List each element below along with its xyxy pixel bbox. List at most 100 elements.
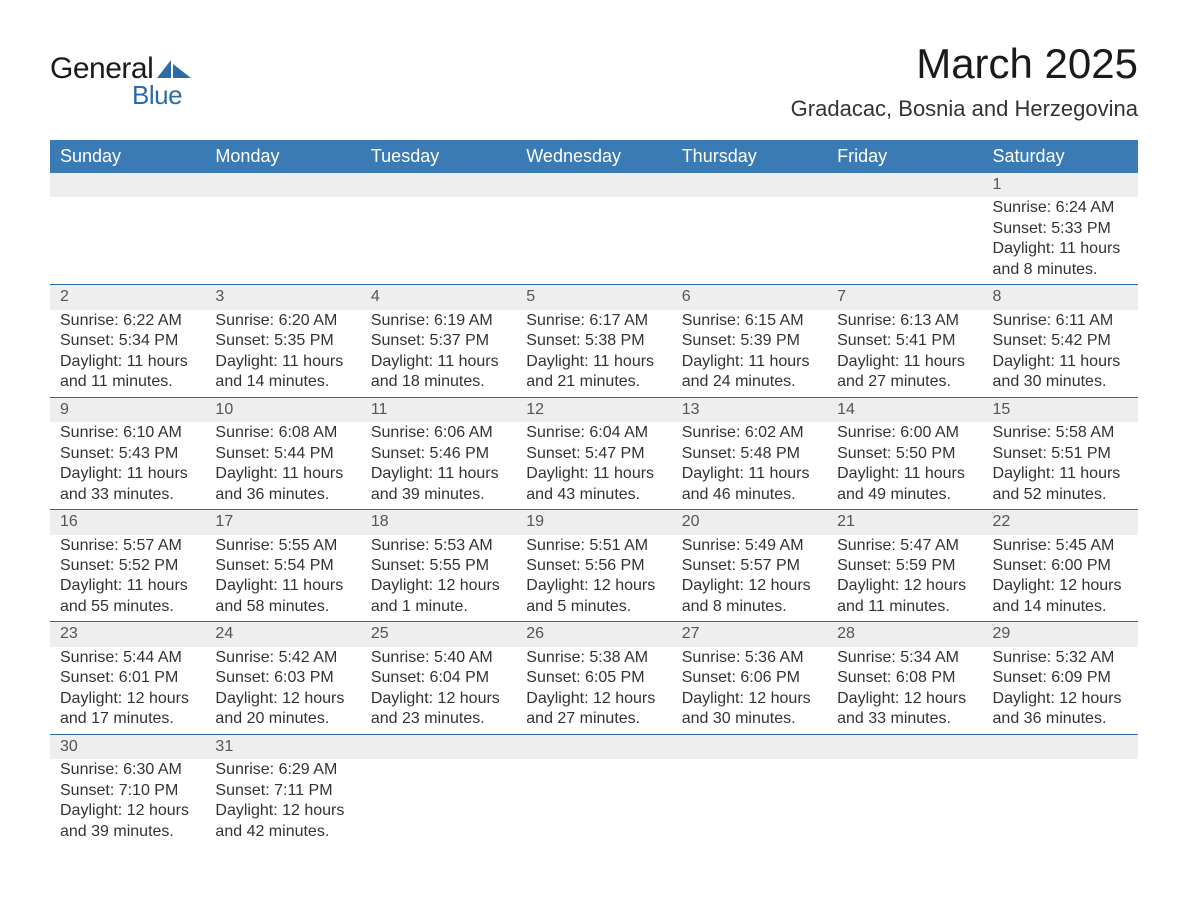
day-d2: and 39 minutes. [60,822,195,842]
day-d1: Daylight: 11 hours [371,464,506,484]
day-header-row: Sunday Monday Tuesday Wednesday Thursday… [50,140,1138,173]
day-sunrise: Sunrise: 5:55 AM [215,536,350,556]
day-number: 3 [205,285,360,310]
day-d2: and 23 minutes. [371,709,506,729]
day-number: 14 [827,397,982,422]
day-d1: Daylight: 11 hours [993,464,1128,484]
detail-row: Sunrise: 6:22 AMSunset: 5:34 PMDaylight:… [50,310,1138,397]
location: Gradacac, Bosnia and Herzegovina [791,96,1138,122]
day-number [516,734,671,759]
day-d2: and 30 minutes. [682,709,817,729]
day-d2: and 14 minutes. [215,372,350,392]
day-sunset: Sunset: 5:38 PM [526,331,661,351]
day-number: 13 [672,397,827,422]
day-sunrise: Sunrise: 6:08 AM [215,423,350,443]
day-cell: Sunrise: 6:00 AMSunset: 5:50 PMDaylight:… [827,422,982,509]
day-number [50,173,205,197]
day-number: 24 [205,622,360,647]
day-sunrise: Sunrise: 6:11 AM [993,311,1128,331]
day-cell: Sunrise: 5:40 AMSunset: 6:04 PMDaylight:… [361,647,516,734]
day-sunset: Sunset: 5:46 PM [371,444,506,464]
day-d2: and 58 minutes. [215,597,350,617]
day-sunset: Sunset: 5:33 PM [993,219,1128,239]
day-d1: Daylight: 12 hours [837,576,972,596]
day-d2: and 43 minutes. [526,485,661,505]
day-cell: Sunrise: 5:34 AMSunset: 6:08 PMDaylight:… [827,647,982,734]
day-d2: and 42 minutes. [215,822,350,842]
day-d1: Daylight: 11 hours [682,352,817,372]
day-d2: and 33 minutes. [837,709,972,729]
day-sunrise: Sunrise: 5:45 AM [993,536,1128,556]
day-header: Thursday [672,140,827,173]
day-sunset: Sunset: 7:11 PM [215,781,350,801]
day-sunset: Sunset: 5:52 PM [60,556,195,576]
day-d1: Daylight: 11 hours [215,576,350,596]
day-sunset: Sunset: 5:39 PM [682,331,817,351]
day-sunset: Sunset: 5:48 PM [682,444,817,464]
day-sunset: Sunset: 6:08 PM [837,668,972,688]
day-d2: and 39 minutes. [371,485,506,505]
daynum-row: 3031 [50,734,1138,759]
day-sunrise: Sunrise: 6:00 AM [837,423,972,443]
day-sunrise: Sunrise: 5:36 AM [682,648,817,668]
day-d1: Daylight: 12 hours [215,689,350,709]
day-sunrise: Sunrise: 5:49 AM [682,536,817,556]
day-sunrise: Sunrise: 6:20 AM [215,311,350,331]
day-sunrise: Sunrise: 6:02 AM [682,423,817,443]
day-d2: and 33 minutes. [60,485,195,505]
day-sunrise: Sunrise: 5:32 AM [993,648,1128,668]
day-number [827,734,982,759]
logo: General Blue [50,40,191,111]
day-number [983,734,1138,759]
day-sunrise: Sunrise: 5:40 AM [371,648,506,668]
day-number: 11 [361,397,516,422]
day-sunrise: Sunrise: 6:10 AM [60,423,195,443]
day-d1: Daylight: 11 hours [371,352,506,372]
day-sunrise: Sunrise: 5:53 AM [371,536,506,556]
day-cell [516,197,671,284]
day-d1: Daylight: 11 hours [837,464,972,484]
day-sunset: Sunset: 6:01 PM [60,668,195,688]
day-sunrise: Sunrise: 5:47 AM [837,536,972,556]
day-d1: Daylight: 11 hours [60,576,195,596]
day-d2: and 11 minutes. [837,597,972,617]
day-number: 8 [983,285,1138,310]
day-cell: Sunrise: 5:55 AMSunset: 5:54 PMDaylight:… [205,535,360,622]
day-d2: and 5 minutes. [526,597,661,617]
daynum-row: 2345678 [50,285,1138,310]
day-number [516,173,671,197]
day-header: Saturday [983,140,1138,173]
day-cell: Sunrise: 6:29 AMSunset: 7:11 PMDaylight:… [205,759,360,846]
day-sunset: Sunset: 5:34 PM [60,331,195,351]
day-sunset: Sunset: 5:54 PM [215,556,350,576]
day-number [672,173,827,197]
day-cell [205,197,360,284]
day-d1: Daylight: 12 hours [682,576,817,596]
day-cell [361,759,516,846]
day-sunset: Sunset: 6:03 PM [215,668,350,688]
day-cell: Sunrise: 6:30 AMSunset: 7:10 PMDaylight:… [50,759,205,846]
day-number: 31 [205,734,360,759]
day-d2: and 17 minutes. [60,709,195,729]
day-sunset: Sunset: 5:42 PM [993,331,1128,351]
day-sunset: Sunset: 5:50 PM [837,444,972,464]
day-d2: and 8 minutes. [682,597,817,617]
day-cell [50,197,205,284]
day-number: 15 [983,397,1138,422]
day-sunset: Sunset: 5:55 PM [371,556,506,576]
day-d1: Daylight: 11 hours [215,352,350,372]
day-sunrise: Sunrise: 5:34 AM [837,648,972,668]
day-sunrise: Sunrise: 6:24 AM [993,198,1128,218]
day-cell [827,197,982,284]
page-header: General Blue March 2025 Gradacac, Bosnia… [50,40,1138,122]
daynum-row: 16171819202122 [50,510,1138,535]
day-sunset: Sunset: 5:41 PM [837,331,972,351]
day-cell [672,759,827,846]
day-header: Tuesday [361,140,516,173]
day-d2: and 8 minutes. [993,260,1128,280]
day-d1: Daylight: 12 hours [682,689,817,709]
day-number: 30 [50,734,205,759]
day-d2: and 20 minutes. [215,709,350,729]
day-d1: Daylight: 12 hours [60,689,195,709]
day-sunrise: Sunrise: 5:44 AM [60,648,195,668]
